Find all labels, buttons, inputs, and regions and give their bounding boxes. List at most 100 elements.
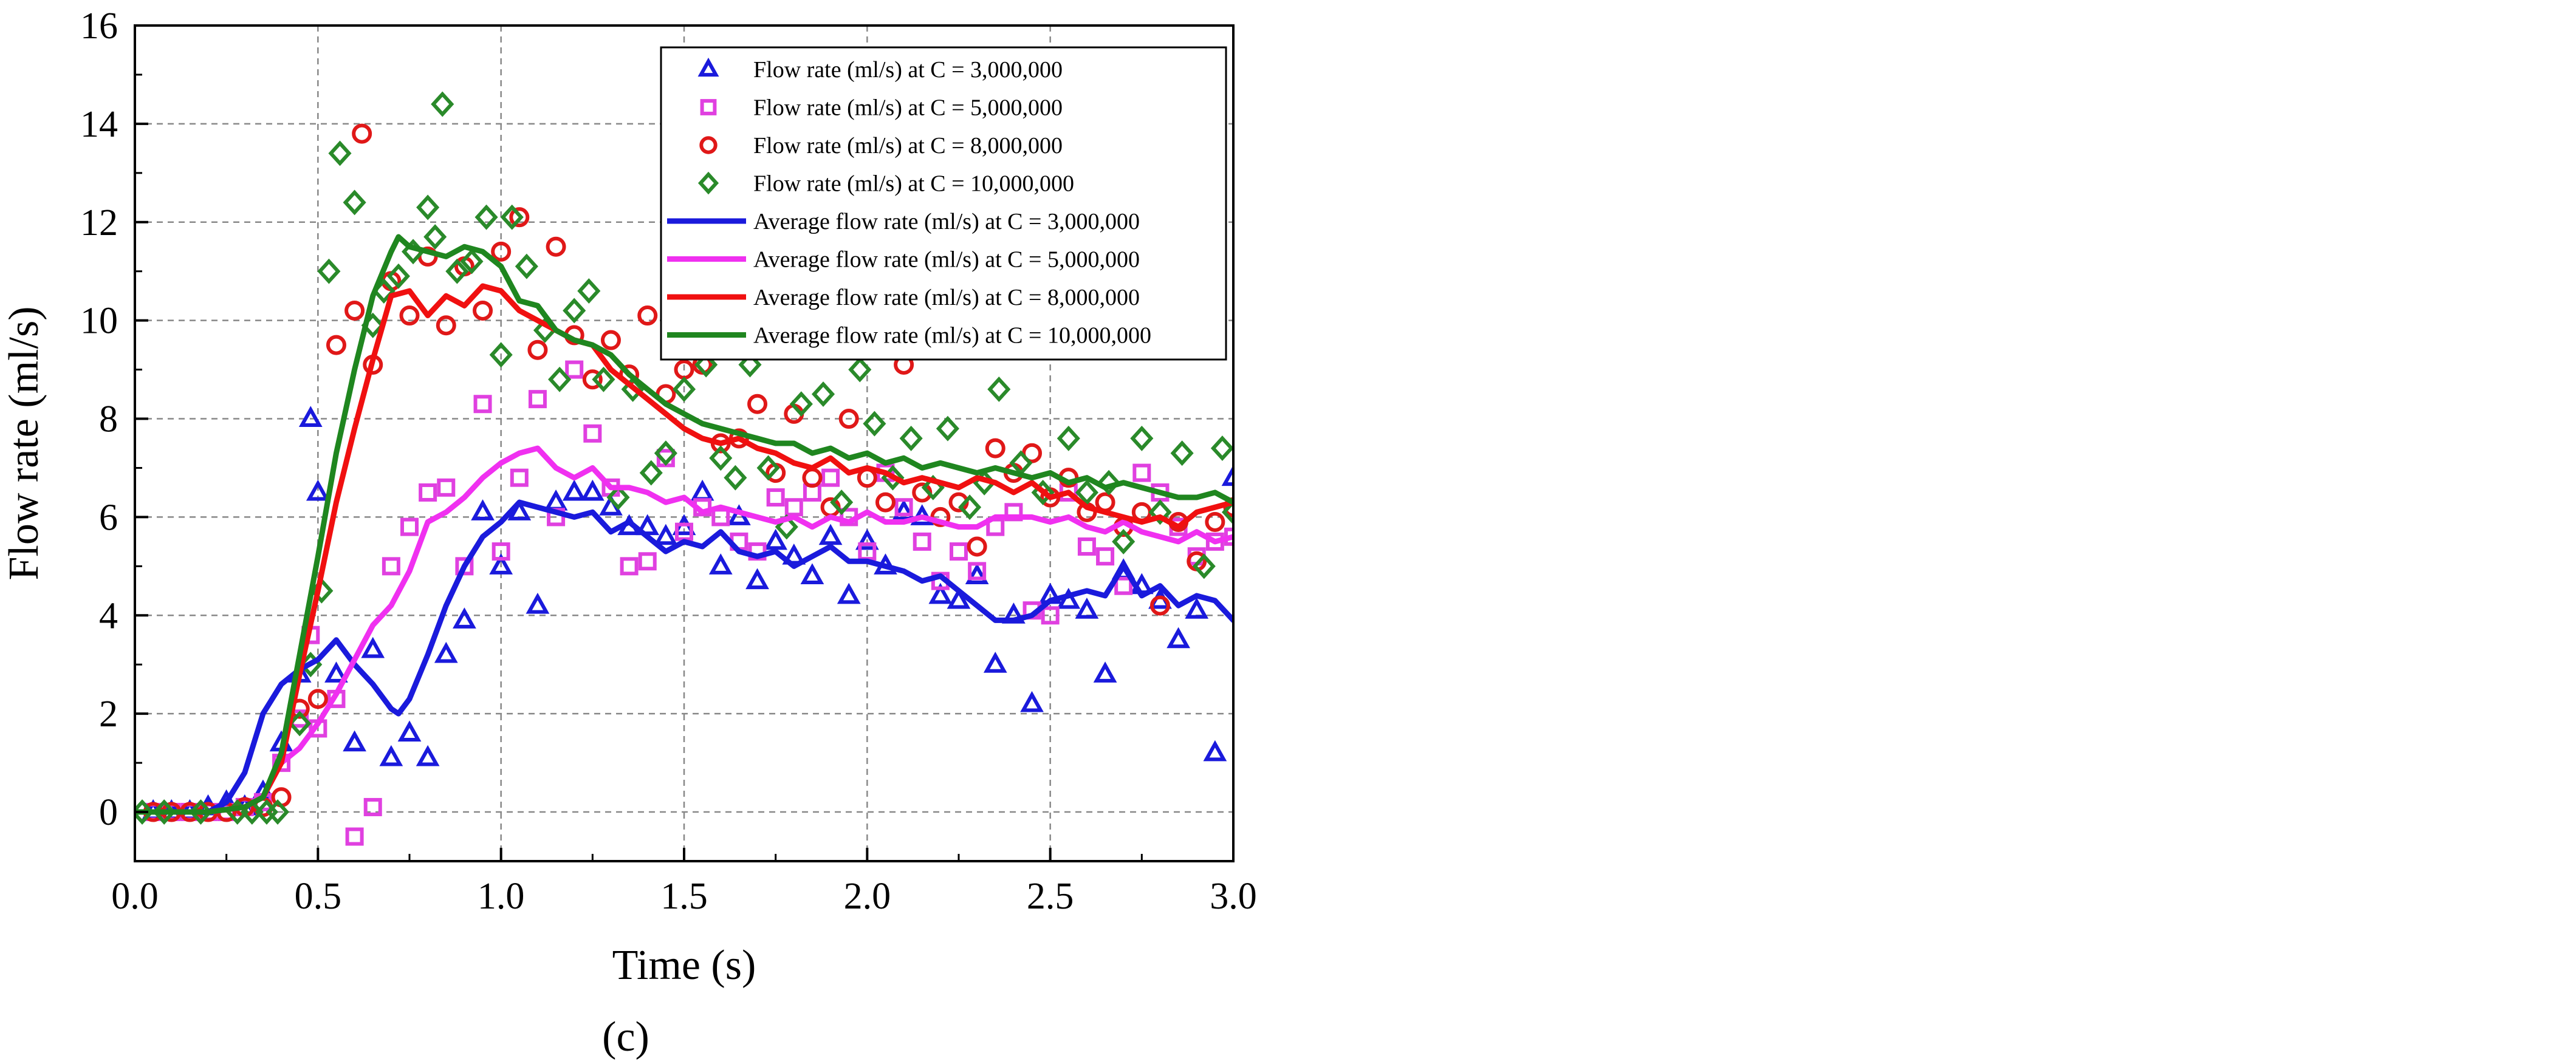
data-point-square [1077, 537, 1096, 556]
data-point-circle [699, 136, 718, 154]
data-point-diamond [317, 258, 341, 284]
data-point-circle [527, 339, 548, 360]
data-point-circle [546, 236, 566, 257]
x-tick-label: 0.0 [111, 876, 159, 917]
data-point-diamond [563, 298, 586, 324]
data-point-square [638, 552, 657, 571]
legend-item: Flow rate (ml/s) at C = 3,000,000 [697, 57, 1063, 83]
data-point-triangle [1185, 598, 1209, 619]
legend-label: Average flow rate (ml/s) at C = 8,000,00… [753, 285, 1140, 310]
data-point-circle [473, 300, 493, 321]
data-point-circle [399, 305, 420, 326]
average-line [135, 283, 1233, 815]
data-point-triangle [983, 652, 1007, 673]
data-point-diamond [416, 194, 440, 220]
data-point-square [345, 827, 364, 846]
data-point-diamond [899, 425, 923, 451]
plot-data [135, 91, 1233, 846]
data-point-circle [1149, 595, 1170, 616]
data-point-triangle [1166, 627, 1190, 649]
data-point-triangle [1221, 465, 1233, 486]
data-point-triangle [434, 641, 458, 663]
data-point-triangle [489, 553, 513, 575]
data-point-triangle [1093, 661, 1117, 683]
data-point-circle [600, 330, 621, 350]
data-point-triangle [580, 479, 605, 501]
legend-label: Flow rate (ml/s) at C = 3,000,000 [753, 57, 1063, 83]
data-point-triangle [745, 568, 769, 590]
data-point-square [583, 424, 602, 443]
y-tick-label: 10 [80, 301, 118, 342]
y-tick-label: 8 [99, 399, 118, 440]
legend-label: Flow rate (ml/s) at C = 10,000,000 [753, 171, 1074, 197]
data-point-diamond [431, 91, 454, 117]
data-point-triangle [416, 745, 440, 766]
data-point-triangle [654, 523, 678, 545]
panel-label: (c) [602, 1014, 649, 1060]
data-point-diamond [738, 352, 762, 378]
data-point-square [894, 498, 913, 517]
data-point-diamond [152, 799, 176, 825]
data-point-triangle [708, 553, 733, 575]
data-point-diamond [1130, 425, 1154, 451]
data-point-triangle [1075, 598, 1099, 619]
legend-item: Flow rate (ml/s) at C = 8,000,000 [699, 133, 1063, 159]
data-point-triangle [361, 636, 385, 658]
data-point-circle [436, 315, 456, 336]
data-point-square [1096, 547, 1115, 566]
y-tick-label: 14 [80, 104, 118, 145]
data-point-square [700, 99, 717, 115]
legend-label: Average flow rate (ml/s) at C = 10,000,0… [753, 323, 1151, 349]
data-point-diamond [592, 366, 615, 392]
data-point-square [620, 557, 639, 576]
data-point-diamond [811, 381, 835, 408]
data-point-square [382, 557, 400, 576]
data-point-diamond [500, 204, 524, 230]
data-point-diamond [474, 204, 498, 230]
legend-item: Flow rate (ml/s) at C = 10,000,000 [697, 171, 1074, 197]
data-point-diamond [1170, 440, 1194, 466]
data-point-diamond [694, 352, 718, 378]
y-tick-label: 0 [99, 792, 118, 833]
y-tick-label: 16 [80, 5, 118, 47]
data-point-diamond [577, 278, 601, 304]
data-point-diamond [310, 578, 334, 604]
data-point-square [400, 517, 419, 536]
data-point-square [473, 395, 492, 414]
data-point-triangle [947, 587, 971, 609]
y-tick-label: 12 [80, 202, 118, 244]
data-point-triangle [453, 607, 476, 629]
data-point-triangle [855, 528, 879, 550]
data-point-triangle [562, 479, 586, 501]
data-point-diamond [756, 455, 780, 481]
data-point-triangle [697, 57, 719, 77]
data-point-square [950, 542, 968, 561]
data-point-circle [838, 409, 859, 429]
data-point-triangle [306, 479, 330, 501]
data-point-diamond [386, 263, 410, 289]
data-point-triangle [343, 730, 366, 752]
legend-item: Average flow rate (ml/s) at C = 3,000,00… [667, 209, 1140, 234]
axes: 0.0 0.5 1.0 1.5 2.0 2.5 3.0 0 2 4 6 8 10 12 14 16 [80, 5, 1257, 917]
data-point-circle [875, 492, 896, 513]
data-point-diamond [709, 445, 733, 471]
legend-label: Average flow rate (ml/s) at C = 5,000,00… [753, 247, 1140, 273]
x-tick-label: 2.5 [1027, 876, 1074, 917]
data-point-triangle [298, 406, 323, 428]
y-tick-label: 4 [99, 595, 118, 636]
data-point-square [1041, 606, 1060, 625]
data-point-triangle [965, 563, 989, 585]
data-point-triangle [764, 528, 788, 550]
data-point-diamond [654, 440, 677, 466]
data-point-triangle [928, 582, 953, 604]
legend-label: Flow rate (ml/s) at C = 8,000,000 [753, 133, 1063, 159]
data-point-square [492, 542, 510, 561]
data-point-circle [985, 438, 1005, 459]
data-point-circle [1205, 512, 1225, 533]
data-point-diamond [987, 377, 1011, 402]
data-point-circle [582, 369, 603, 390]
data-point-diamond [936, 415, 959, 442]
data-point-circle [344, 300, 365, 321]
